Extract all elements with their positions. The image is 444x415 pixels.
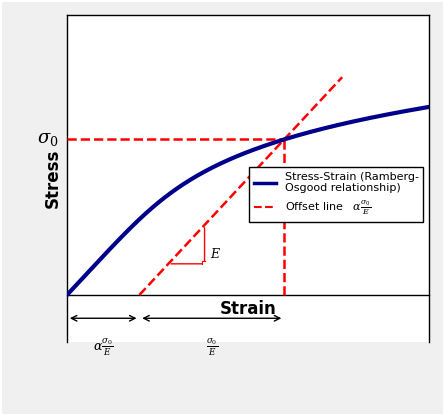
Text: $\frac{\sigma_0}{E}$: $\frac{\sigma_0}{E}$	[206, 337, 218, 359]
Legend: Stress-Strain (Ramberg-
Osgood relationship), Offset line   $\alpha\frac{\sigma_: Stress-Strain (Ramberg- Osgood relations…	[250, 167, 424, 222]
Text: $\alpha\frac{\sigma_0}{E}$: $\alpha\frac{\sigma_0}{E}$	[93, 337, 114, 359]
Text: $\sigma_0$: $\sigma_0$	[37, 130, 58, 149]
Text: $E$: $E$	[210, 247, 222, 261]
Y-axis label: Stress: Stress	[44, 149, 61, 208]
X-axis label: Strain: Strain	[220, 300, 276, 318]
